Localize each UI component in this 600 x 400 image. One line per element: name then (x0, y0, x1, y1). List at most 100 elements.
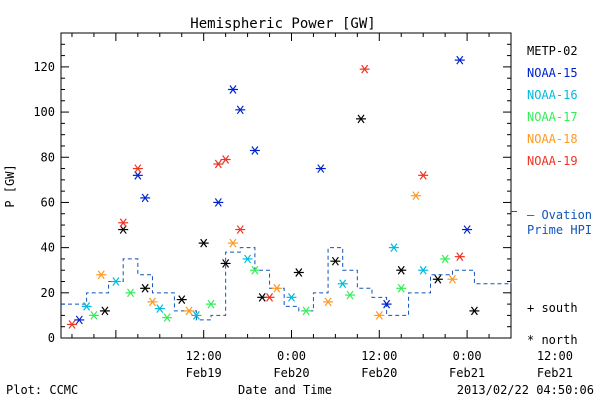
x-tick-time-label: 12:00 (537, 349, 573, 363)
data-point-star (440, 254, 451, 264)
data-point-star (227, 238, 238, 248)
data-point-star (110, 277, 121, 286)
data-point-star (132, 164, 143, 173)
data-point-star (220, 259, 231, 268)
data-point-star (293, 268, 304, 277)
data-point-star (125, 288, 136, 298)
legend-entry: NOAA-16 (527, 88, 578, 102)
legend-entry: NOAA-15 (527, 66, 578, 80)
data-point-star (220, 155, 231, 164)
legend-north: * north (527, 333, 578, 347)
data-point-star (374, 311, 385, 320)
data-point-star (396, 283, 407, 293)
data-point-star (213, 198, 224, 207)
y-tick-label: 0 (48, 331, 55, 345)
x-tick-date-label: Feb20 (273, 366, 309, 380)
y-tick-label: 120 (33, 60, 55, 74)
legend-ovation-line1: – Ovation (527, 208, 592, 222)
y-tick-label: 40 (41, 241, 55, 255)
data-point-star (432, 274, 443, 284)
x-tick-date-label: Feb20 (361, 366, 397, 380)
data-point-star (418, 265, 429, 275)
x-tick-time-label: 12:00 (186, 349, 222, 363)
data-point-star (315, 164, 326, 173)
y-axis-label: P [GW] (3, 164, 17, 207)
data-point-star (330, 256, 341, 266)
plot-credit: Plot: CCMC (6, 383, 78, 397)
x-axis-label: Date and Time (238, 383, 332, 397)
legend-entry: NOAA-17 (527, 110, 578, 124)
data-point-star (162, 313, 173, 323)
data-point-star (447, 274, 458, 284)
data-point-star (88, 311, 99, 320)
data-point-star (140, 283, 151, 293)
data-point-star (176, 295, 187, 304)
data-point-star (388, 243, 399, 252)
data-point-star (286, 292, 297, 302)
data-point-star (213, 159, 224, 169)
data-point-star (410, 191, 421, 201)
data-point-star (359, 64, 370, 74)
x-tick-date-label: Feb21 (537, 366, 573, 380)
data-points (66, 55, 480, 329)
data-point-star (249, 146, 260, 155)
data-point-star (454, 55, 465, 65)
data-point-star (345, 290, 356, 300)
timestamp: 2013/02/22 04:50:06 (457, 383, 594, 397)
y-tick-label: 60 (41, 195, 55, 209)
ovation-series (61, 247, 512, 321)
data-point-star (198, 238, 209, 248)
legend-ovation-line2: Prime HPI (527, 223, 592, 237)
data-point-star (206, 299, 216, 309)
x-tick-time-label: 0:00 (453, 349, 482, 363)
data-point-star (264, 292, 275, 302)
data-point-star (191, 311, 202, 320)
data-point-star (96, 270, 107, 280)
data-point-star (81, 302, 92, 311)
data-point-star (271, 283, 282, 293)
data-point-star (147, 297, 158, 307)
y-tick-label: 80 (41, 150, 55, 164)
x-tick-date-label: Feb19 (186, 366, 222, 380)
data-point-star (74, 315, 85, 325)
data-point-star (396, 265, 407, 275)
data-point-star (154, 304, 165, 313)
data-point-star (337, 279, 348, 289)
y-tick-label: 100 (33, 105, 55, 119)
plot-frame (60, 32, 512, 339)
data-point-star (301, 306, 312, 316)
y-tick-label: 20 (41, 286, 55, 300)
ovation-line (61, 247, 512, 321)
data-point-star (132, 170, 143, 180)
data-point-star (66, 320, 77, 329)
x-tick-time-label: 0:00 (277, 349, 306, 363)
legend: METP-02 NOAA-15 NOAA-16 NOAA-17 NOAA-18 NOAA-… (511, 44, 592, 347)
data-point-star (356, 114, 366, 124)
data-point-star (242, 254, 253, 264)
data-point-star (454, 252, 465, 262)
data-point-star (235, 105, 246, 115)
legend-entry: METP-02 (527, 44, 578, 58)
legend-entry: NOAA-18 (527, 132, 578, 146)
data-point-star (249, 265, 260, 275)
data-point-star (323, 297, 334, 307)
x-tick-date-label: Feb21 (449, 366, 485, 380)
data-point-star (235, 225, 246, 234)
x-axis: 12:00 Feb19 0:00 Feb20 12:00 Feb20 0:00 Feb21 12… (71, 33, 573, 380)
legend-south: + south (527, 301, 578, 315)
data-point-star (418, 170, 429, 180)
data-point-star (140, 193, 151, 203)
data-point-star (469, 306, 480, 316)
x-tick-time-label: 12:00 (361, 349, 397, 363)
data-point-star (227, 85, 238, 94)
data-point-star (99, 306, 110, 316)
data-point-star (184, 306, 195, 316)
chart-title: Hemispheric Power [GW] (190, 16, 375, 32)
data-point-star (381, 299, 392, 309)
data-point-star (118, 225, 129, 234)
legend-entry: NOAA-19 (527, 154, 578, 168)
data-point-star (118, 218, 129, 228)
data-point-star (462, 225, 473, 234)
y-axis: 0 20 40 60 80 100 120 (33, 32, 511, 345)
